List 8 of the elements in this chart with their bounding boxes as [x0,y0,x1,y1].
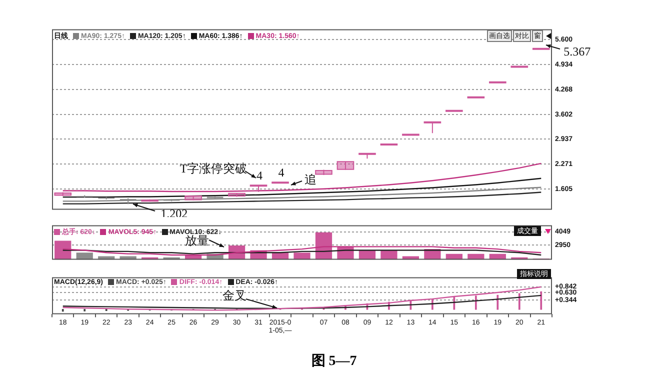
caption: 图 5—7 [310,352,358,370]
annotation: T字涨停突破 [180,161,248,176]
annotation: 4 [256,168,263,182]
annotation: 4 [278,165,284,180]
annotation: 追 [304,172,316,186]
annotation: 金叉 [222,288,246,303]
annotation: 放量 [184,234,209,248]
annotation: 5.367 [564,44,591,59]
